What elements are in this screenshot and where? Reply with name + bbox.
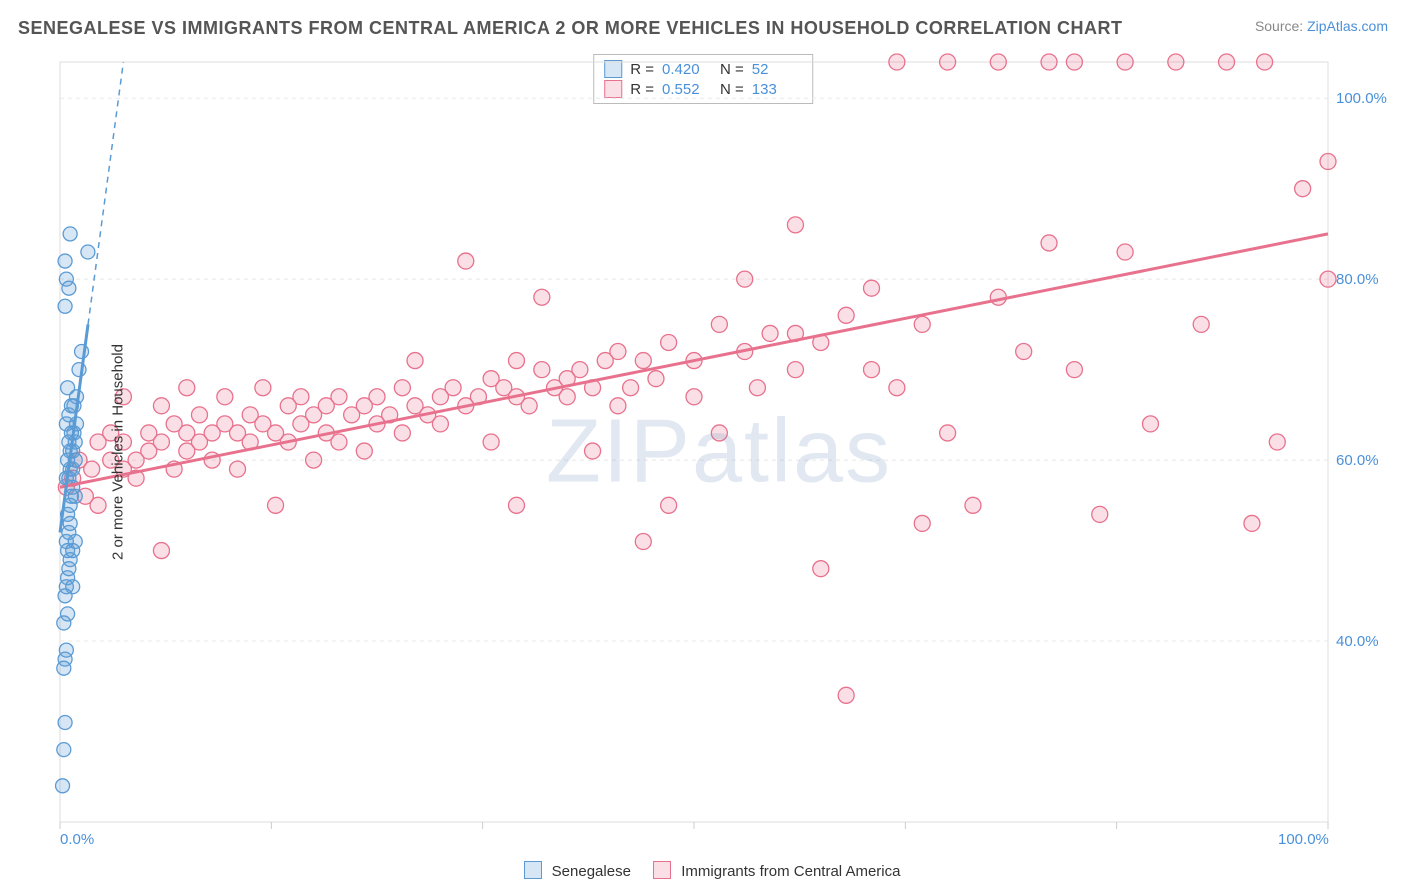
source-link[interactable]: ZipAtlas.com	[1307, 18, 1388, 34]
svg-text:40.0%: 40.0%	[1336, 633, 1379, 650]
svg-text:60.0%: 60.0%	[1336, 452, 1379, 469]
svg-text:100.0%: 100.0%	[1278, 831, 1329, 848]
source-attribution: Source: ZipAtlas.com	[1255, 18, 1388, 34]
swatch-senegalese-icon	[524, 861, 542, 879]
svg-text:80.0%: 80.0%	[1336, 271, 1379, 288]
swatch-central-america-icon	[653, 861, 671, 879]
scatter-plot-svg: 40.0% 60.0% 80.0% 100.0% 0.0% 100.0%	[50, 52, 1388, 852]
legend-bottom: Senegalese Immigrants from Central Ameri…	[0, 861, 1406, 880]
legend-label-central-america: Immigrants from Central America	[681, 863, 900, 880]
svg-text:0.0%: 0.0%	[60, 831, 94, 848]
chart-area: 2 or more Vehicles in Household ZIPatlas…	[50, 52, 1388, 852]
chart-title: SENEGALESE VS IMMIGRANTS FROM CENTRAL AM…	[18, 18, 1123, 39]
svg-text:100.0%: 100.0%	[1336, 90, 1387, 107]
source-prefix: Source:	[1255, 18, 1307, 34]
legend-label-senegalese: Senegalese	[552, 863, 631, 880]
y-axis-label: 2 or more Vehicles in Household	[109, 344, 126, 560]
